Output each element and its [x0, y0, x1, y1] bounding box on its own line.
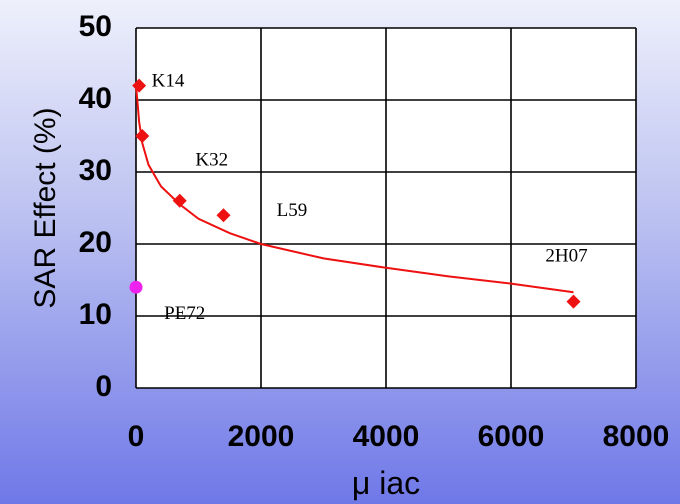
x-tick-label: 8000	[603, 420, 670, 453]
annotation-label: L59	[277, 200, 308, 221]
x-tick-label: 2000	[228, 420, 295, 453]
data-point	[566, 294, 581, 309]
y-tick-label: 30	[79, 154, 112, 187]
annotation-label: K32	[195, 150, 228, 171]
y-tick-label: 0	[95, 370, 112, 403]
data-point	[135, 129, 150, 143]
y-tick-labels: 0 10 20 30 40 50	[79, 10, 112, 403]
data-point	[172, 193, 187, 208]
trendline	[135, 85, 574, 294]
x-tick-label: 0	[128, 420, 145, 453]
x-tick-labels: 0 2000 4000 6000 8000	[128, 420, 670, 453]
x-tick-label: 6000	[478, 420, 545, 453]
annotation-label: 2H07	[545, 245, 587, 266]
data-points	[129, 78, 581, 309]
annotation-label: PE72	[164, 303, 205, 324]
grid	[135, 27, 637, 389]
data-point	[132, 78, 147, 93]
annotation-label: K14	[152, 70, 185, 91]
annotations: K14 K32 L59 2H07 PE72	[152, 70, 588, 324]
data-point	[129, 280, 143, 294]
y-axis-label: SAR Effect (%)	[29, 107, 62, 308]
x-tick-label: 4000	[353, 420, 420, 453]
x-axis-label: μ iac	[352, 465, 420, 501]
y-tick-label: 50	[79, 10, 112, 43]
y-tick-label: 10	[79, 298, 112, 331]
y-tick-label: 20	[79, 226, 112, 259]
y-tick-label: 40	[79, 82, 112, 115]
data-point	[216, 208, 231, 223]
